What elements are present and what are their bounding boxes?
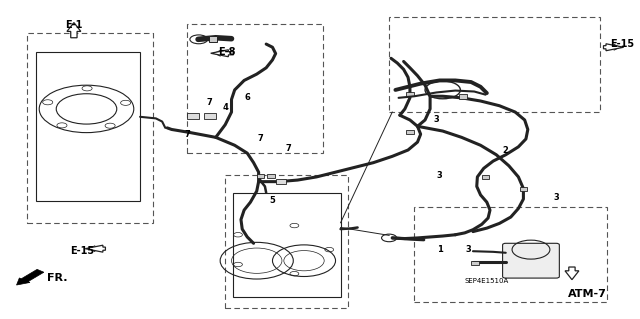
Text: SEP4E1510A: SEP4E1510A xyxy=(465,278,509,284)
Bar xyxy=(27,33,153,223)
Text: 3: 3 xyxy=(436,171,442,180)
Bar xyxy=(406,130,413,134)
Bar xyxy=(188,24,323,153)
Bar xyxy=(482,175,490,179)
Bar xyxy=(389,17,600,112)
Bar xyxy=(520,187,527,191)
Text: 7: 7 xyxy=(207,98,212,107)
Text: 5: 5 xyxy=(269,196,275,205)
Text: 1: 1 xyxy=(436,245,442,254)
FancyArrow shape xyxy=(604,44,623,51)
Text: 3: 3 xyxy=(554,193,559,202)
FancyArrow shape xyxy=(85,245,106,252)
Bar xyxy=(268,174,275,178)
Text: 6: 6 xyxy=(244,93,250,102)
Bar xyxy=(257,174,264,178)
Text: 2: 2 xyxy=(503,145,509,154)
Text: 3: 3 xyxy=(433,115,439,124)
Text: 7: 7 xyxy=(285,144,291,153)
FancyBboxPatch shape xyxy=(502,243,559,278)
Bar xyxy=(414,207,607,302)
Bar xyxy=(276,179,286,184)
FancyArrow shape xyxy=(17,269,44,285)
Text: 4: 4 xyxy=(222,103,228,112)
Text: E-8: E-8 xyxy=(218,47,236,57)
Bar xyxy=(188,113,199,119)
Text: E-15: E-15 xyxy=(610,39,634,49)
Text: E-15: E-15 xyxy=(70,246,95,256)
Bar xyxy=(406,92,413,96)
Bar xyxy=(209,35,217,42)
FancyArrow shape xyxy=(565,267,579,280)
Text: 7: 7 xyxy=(184,130,190,139)
Bar xyxy=(204,113,216,119)
Bar xyxy=(471,261,479,265)
Bar xyxy=(459,94,467,99)
Text: 7: 7 xyxy=(257,134,263,144)
Text: 3: 3 xyxy=(465,245,471,254)
FancyArrow shape xyxy=(67,23,81,38)
FancyArrow shape xyxy=(211,50,234,57)
Bar xyxy=(225,175,348,308)
Text: ATM-7: ATM-7 xyxy=(568,289,607,299)
Text: FR.: FR. xyxy=(47,273,67,283)
Text: E-1: E-1 xyxy=(65,20,83,30)
